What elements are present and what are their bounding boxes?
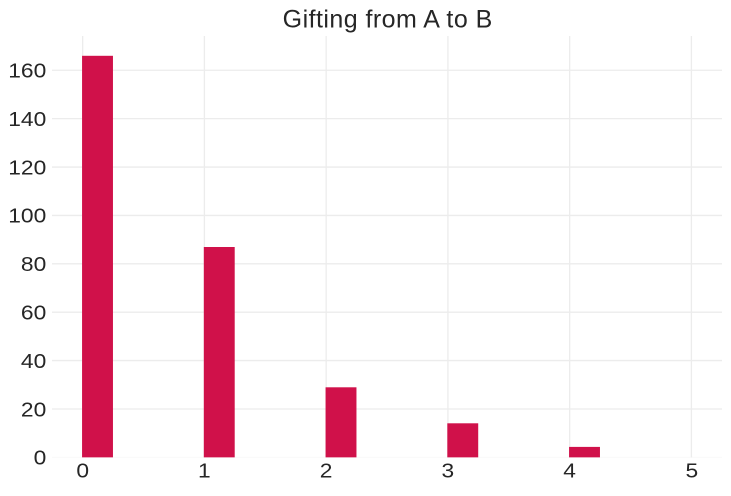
svg-text:100: 100 <box>8 205 46 227</box>
svg-text:0: 0 <box>76 460 89 482</box>
svg-text:120: 120 <box>8 157 46 179</box>
svg-text:4: 4 <box>563 460 576 482</box>
svg-text:Gifting from A to B: Gifting from A to B <box>283 6 493 34</box>
svg-text:40: 40 <box>21 350 46 372</box>
svg-text:140: 140 <box>8 108 46 130</box>
svg-text:0: 0 <box>34 447 47 469</box>
svg-text:20: 20 <box>21 399 46 421</box>
svg-text:5: 5 <box>686 460 699 482</box>
svg-text:3: 3 <box>442 460 455 482</box>
svg-text:1: 1 <box>198 460 211 482</box>
svg-text:60: 60 <box>21 302 46 324</box>
svg-text:160: 160 <box>8 60 46 82</box>
svg-text:2: 2 <box>320 460 333 482</box>
svg-text:80: 80 <box>21 253 46 275</box>
